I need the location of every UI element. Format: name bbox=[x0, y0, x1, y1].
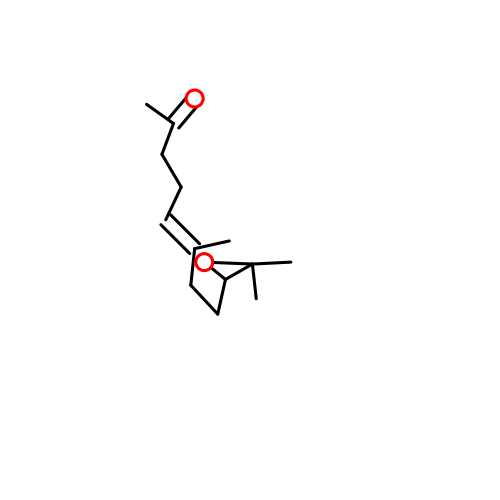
Circle shape bbox=[196, 254, 212, 270]
Circle shape bbox=[186, 90, 203, 107]
